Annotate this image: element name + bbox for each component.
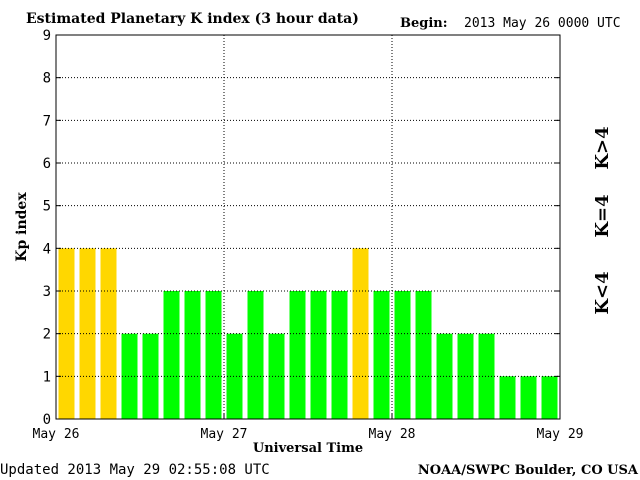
- plot-frame: [55, 34, 561, 420]
- bar-22: [520, 376, 537, 419]
- footer-updated: Updated 2013 May 29 02:55:08 UTC: [0, 462, 270, 478]
- legend-above4: K>4: [592, 126, 613, 169]
- ytick-label-5: 5: [43, 199, 51, 215]
- bar-3: [121, 333, 138, 419]
- ytick-label-3: 3: [43, 284, 51, 300]
- legend-equal4: K=4: [592, 194, 613, 237]
- bar-4: [142, 333, 159, 419]
- xtick-label-0: May 26: [33, 427, 80, 442]
- xtick-label-1: May 27: [201, 427, 248, 442]
- bar-1: [79, 248, 96, 419]
- xtick-label-3: May 29: [537, 427, 584, 442]
- bar-6: [184, 291, 201, 419]
- ytick-label-7: 7: [43, 113, 51, 129]
- bar-18: [436, 333, 453, 419]
- bar-13: [331, 291, 348, 419]
- bar-12: [310, 291, 327, 419]
- bar-5: [163, 291, 180, 419]
- bar-23: [541, 376, 558, 419]
- xtick-label-2: May 28: [369, 427, 416, 442]
- bar-20: [478, 333, 495, 419]
- legend-below4: K<4: [592, 271, 613, 314]
- grid-lines: [56, 35, 560, 419]
- ytick-label-4: 4: [43, 241, 51, 257]
- bar-11: [289, 291, 306, 419]
- begin-label: Begin:: [400, 16, 448, 31]
- bar-7: [205, 291, 222, 419]
- bar-16: [394, 291, 411, 419]
- ytick-label-1: 1: [43, 369, 51, 385]
- ytick-label-9: 9: [43, 28, 51, 44]
- x-axis-label: Universal Time: [253, 441, 363, 456]
- bar-15: [373, 291, 390, 419]
- y-axis-label: Kp index: [14, 192, 30, 262]
- ytick-label-2: 2: [43, 327, 51, 343]
- ytick-label-8: 8: [43, 71, 51, 87]
- footer-credit: NOAA/SWPC Boulder, CO USA: [418, 463, 639, 478]
- bar-10: [268, 333, 285, 419]
- ytick-label-0: 0: [43, 412, 51, 428]
- bar-19: [457, 333, 474, 419]
- begin-value: 2013 May 26 0000 UTC: [464, 16, 621, 31]
- y-axis-ticks: 0 1 2 3 4 5 6 7 8 9: [43, 28, 560, 428]
- bar-9: [247, 291, 264, 419]
- ytick-label-6: 6: [43, 156, 51, 172]
- bar-2: [100, 248, 117, 419]
- x-axis-ticks: May 26 May 27 May 28 May 29: [33, 413, 584, 442]
- chart-title: Estimated Planetary K index (3 hour data…: [26, 11, 359, 27]
- bar-14: [352, 248, 369, 419]
- bar-17: [415, 291, 432, 419]
- bar-8: [226, 333, 243, 419]
- bar-21: [499, 376, 516, 419]
